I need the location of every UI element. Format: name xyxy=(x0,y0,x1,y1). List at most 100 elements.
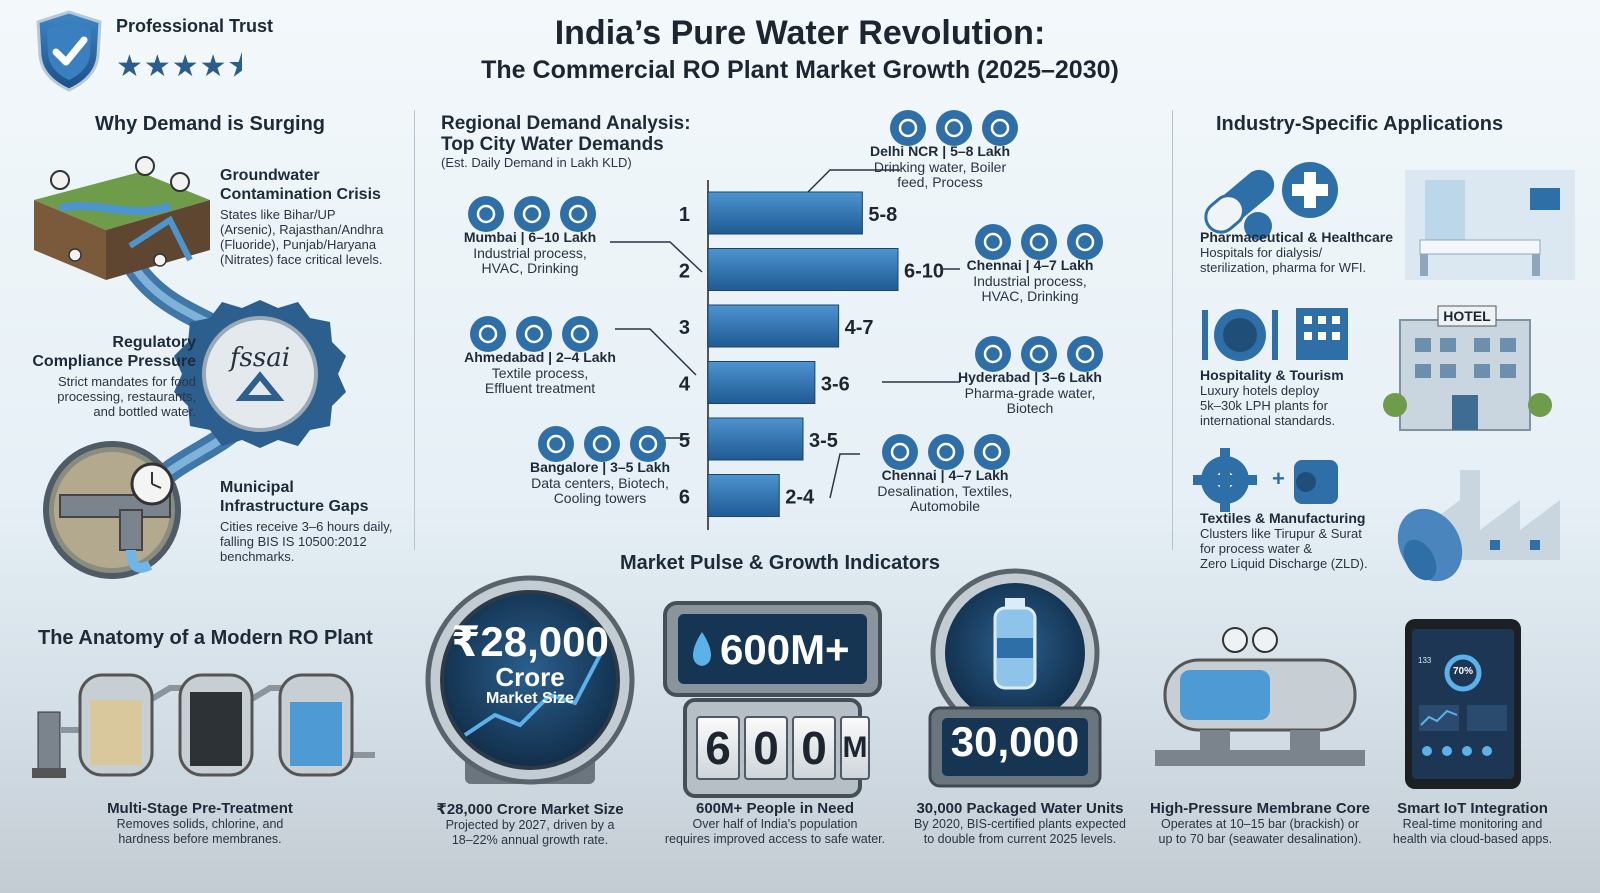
chart-rank-label: 3 xyxy=(679,317,690,339)
chart-value-label: 5-8 xyxy=(868,204,897,226)
chart-value-label: 2-4 xyxy=(785,487,815,509)
regulatory-line: and bottled water. xyxy=(93,404,196,419)
city-desc-line: Effluent treatment xyxy=(485,380,595,396)
server-icon xyxy=(538,426,574,462)
pressure-gauge-icon xyxy=(1252,627,1278,653)
caption-line: health via cloud-based apps. xyxy=(1392,832,1553,846)
textiles-heading: Textiles & Manufacturing xyxy=(1200,510,1366,526)
groundwater-heading-1: Groundwater xyxy=(220,167,320,184)
tablet-percent: 70% xyxy=(1452,666,1473,677)
water-glass-icon xyxy=(890,110,926,146)
cooling-tower-icon xyxy=(630,426,666,462)
city-demand-chart: 1 5-8 2 6-10 3 4-7 4 3-6 5 3-5 6 2-4 Delhi NCR | 5–… xyxy=(464,110,1103,530)
people-value: 600M+ xyxy=(720,626,850,673)
chart-bar xyxy=(707,417,804,461)
chart-rank-label: 5 xyxy=(679,430,690,452)
pill-bottle-icon xyxy=(975,336,1011,372)
capsule-icon xyxy=(1021,336,1057,372)
pulse-section-title: Market Pulse & Growth Indicators xyxy=(619,552,941,574)
left-divider xyxy=(414,110,415,550)
fabric-roll-icon xyxy=(1294,460,1338,504)
chart-rank-label: 6 xyxy=(679,487,690,509)
groundwater-line: (Nitrates) face critical levels. xyxy=(220,252,383,267)
packaged-water-gauge xyxy=(928,568,1102,788)
caption-heading: 600M+ People in Need xyxy=(696,800,854,817)
contaminated-soil-icon xyxy=(34,156,210,280)
faucet-icon xyxy=(882,434,918,470)
chart-rank-label: 4 xyxy=(679,374,691,396)
hotel-building-icon: HOTEL xyxy=(1383,305,1552,431)
chart-rank-label: 2 xyxy=(679,261,690,283)
textiles-line: Clusters like Tirupur & Surat xyxy=(1200,526,1362,541)
professional-trust-badge: Professional Trust ★★★★⯨ xyxy=(28,10,278,95)
groundwater-line: (Arsenic), Rajasthan/Andhra xyxy=(220,222,384,237)
filter-icon xyxy=(928,434,964,470)
callout-line xyxy=(615,328,697,376)
industry-item-pharma: Pharmaceutical & Healthcare Hospitals fo… xyxy=(1200,229,1420,275)
sand-filter-tank-icon xyxy=(78,673,154,777)
regional-title-line-1: Regional Demand Analysis: xyxy=(441,113,691,134)
regulatory-heading-1: Regulatory xyxy=(112,334,196,351)
market-size-gauge xyxy=(425,575,635,785)
faucet-icon xyxy=(514,196,550,232)
caption-people: 600M+ People in Need Over half of India'… xyxy=(650,800,900,847)
city-name: Bangalore | 3–5 Lakh xyxy=(530,459,670,475)
demand-illustration: fssai xyxy=(34,156,346,579)
anatomy-section-title: The Anatomy of a Modern RO Plant xyxy=(38,627,373,649)
groundwater-line: (Fluoride), Punjab/Haryana xyxy=(220,237,377,252)
caption-packaged-units: 30,000 Packaged Water Units By 2020, BIS… xyxy=(900,800,1140,847)
building-icon xyxy=(975,224,1011,260)
page-title: India’s Pure Water Revolution: xyxy=(554,14,1046,52)
municipal-line: falling BIS IS 10500:2012 xyxy=(220,534,367,549)
demand-item-groundwater: Groundwater Contamination Crisis States … xyxy=(220,166,410,267)
municipal-heading-1: Municipal xyxy=(220,479,294,496)
packaged-units-value: 30,000 xyxy=(950,718,1080,765)
city-desc-line: HVAC, Drinking xyxy=(482,260,579,276)
caption-line: Over half of India's population xyxy=(692,817,858,831)
counter-digit: 0 xyxy=(744,716,788,780)
car-icon xyxy=(974,434,1010,470)
caption-line: Real-time monitoring and xyxy=(1402,817,1543,831)
leaking-pipe-icon xyxy=(43,441,181,579)
caption-line: Projected by 2027, driven by a xyxy=(445,818,615,832)
city-name: Mumbai | 6–10 Lakh xyxy=(464,229,596,245)
hospitality-line: international standards. xyxy=(1200,413,1336,428)
dining-plate-icon xyxy=(1202,309,1278,361)
beaker-icon xyxy=(1067,336,1103,372)
textiles-line: Zero Liquid Discharge (ZLD). xyxy=(1200,556,1368,571)
demand-section-title: Why Demand is Surging xyxy=(95,113,326,135)
city-name: Chennai | 4–7 Lakh xyxy=(882,467,1009,483)
city-name: Delhi NCR | 5–8 Lakh xyxy=(870,143,1010,159)
city-desc-line: Biotech xyxy=(1007,400,1054,416)
municipal-line: benchmarks. xyxy=(220,549,295,564)
membrane-core-machine xyxy=(1155,627,1365,766)
city-desc-line: Textile process, xyxy=(492,365,588,381)
caption-membrane: High-Pressure Membrane Core Operates at … xyxy=(1135,800,1385,847)
city-name: Ahmedabad | 2–4 Lakh xyxy=(464,349,616,365)
pharma-line: sterilization, pharma for WFI. xyxy=(1200,260,1367,275)
caption-line: By 2020, BIS-certified plants expected xyxy=(914,817,1126,831)
industry-item-hospitality: Hospitality & Tourism Luxury hotels depl… xyxy=(1200,367,1390,428)
right-divider xyxy=(1172,110,1173,550)
building-icon xyxy=(560,196,596,232)
ro-pretreatment-tanks xyxy=(32,673,375,778)
market-size-value: ₹28,000 xyxy=(451,618,609,665)
caption-market-size: ₹28,000 Crore Market Size Projected by 2… xyxy=(410,800,650,848)
market-size-unit: Crore xyxy=(495,662,565,692)
municipal-heading-2: Infrastructure Gaps xyxy=(220,498,369,515)
pump-icon xyxy=(32,711,66,778)
industry-section-title: Industry-Specific Applications xyxy=(1216,113,1504,135)
gear-icon xyxy=(468,196,504,232)
caption-line: 18–22% annual growth rate. xyxy=(451,833,609,847)
hospitality-heading: Hospitality & Tourism xyxy=(1200,367,1344,383)
caption-pretreatment: Multi-Stage Pre-Treatment Removes solids… xyxy=(70,800,330,847)
city-desc-line: Data centers, Biotech, xyxy=(531,475,669,491)
city-name: Hyderabad | 3–6 Lakh xyxy=(958,369,1102,385)
hospitality-line: 5k–30k LPH plants for xyxy=(1200,398,1328,413)
